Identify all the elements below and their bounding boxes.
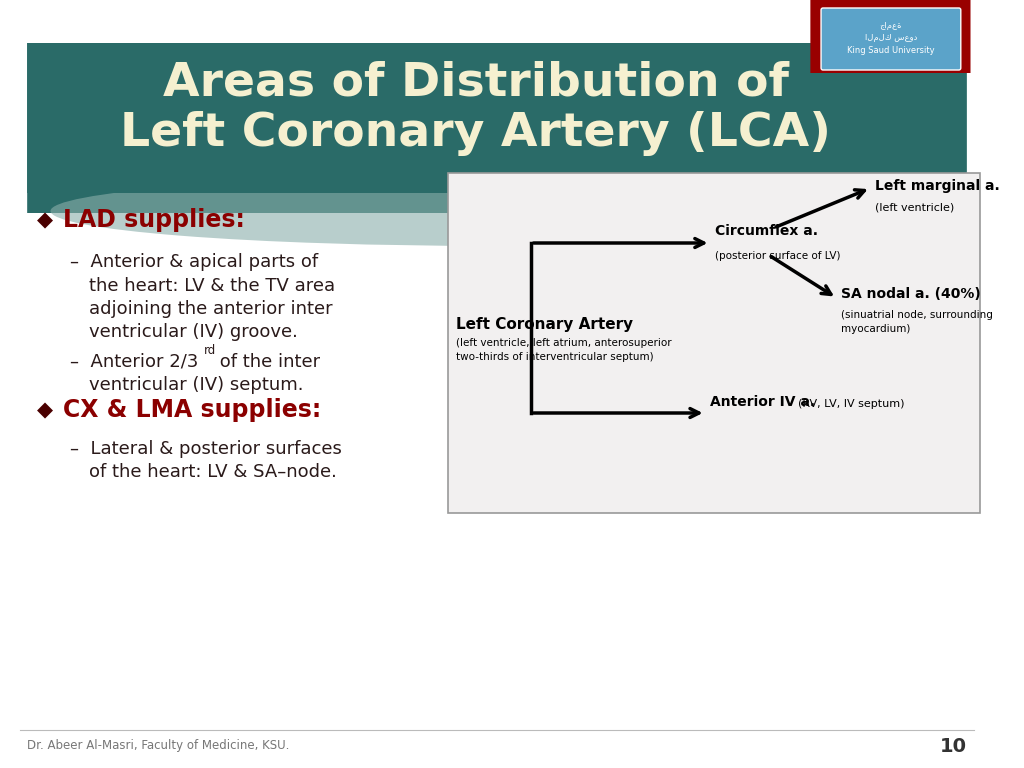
Text: Anterior IV a.: Anterior IV a. <box>711 395 815 409</box>
Text: Dr. Abeer Al-Masri, Faculty of Medicine, KSU.: Dr. Abeer Al-Masri, Faculty of Medicine,… <box>28 740 290 753</box>
Text: LAD supplies:: LAD supplies: <box>63 208 245 232</box>
Text: adjoining the anterior inter: adjoining the anterior inter <box>89 300 333 318</box>
Text: Left marginal a.: Left marginal a. <box>876 179 1000 193</box>
Text: the heart: LV & the TV area: the heart: LV & the TV area <box>89 277 336 295</box>
Text: ◆: ◆ <box>37 400 53 420</box>
Text: (left ventricle, left atrium, anterosuperior: (left ventricle, left atrium, anterosupe… <box>456 338 672 348</box>
Text: of the inter: of the inter <box>214 353 319 371</box>
FancyBboxPatch shape <box>28 43 967 213</box>
Text: (sinuatrial node, surrounding: (sinuatrial node, surrounding <box>842 310 993 320</box>
Text: ◆: ◆ <box>37 210 53 230</box>
Text: –  Lateral & posterior surfaces: – Lateral & posterior surfaces <box>70 440 342 458</box>
Text: Left Coronary Artery (LCA): Left Coronary Artery (LCA) <box>120 111 831 155</box>
FancyBboxPatch shape <box>821 8 961 70</box>
Text: of the heart: LV & SA–node.: of the heart: LV & SA–node. <box>89 463 337 481</box>
Text: ventricular (IV) septum.: ventricular (IV) septum. <box>89 376 304 394</box>
Text: –  Anterior & apical parts of: – Anterior & apical parts of <box>70 253 318 271</box>
Ellipse shape <box>50 176 943 246</box>
Text: 10: 10 <box>940 737 967 756</box>
Text: CX & LMA supplies:: CX & LMA supplies: <box>63 398 322 422</box>
Text: ventricular (IV) groove.: ventricular (IV) groove. <box>89 323 298 341</box>
Text: –  Anterior 2/3: – Anterior 2/3 <box>70 353 199 371</box>
Text: rd: rd <box>204 344 216 357</box>
FancyBboxPatch shape <box>449 173 980 513</box>
FancyBboxPatch shape <box>28 43 967 193</box>
Text: Areas of Distribution of: Areas of Distribution of <box>163 61 788 105</box>
Text: جامعة
الملك سعود
King Saud University: جامعة الملك سعود King Saud University <box>847 21 935 55</box>
Text: Left Coronary Artery: Left Coronary Artery <box>456 317 633 333</box>
Text: two-thirds of interventricular septum): two-thirds of interventricular septum) <box>456 352 653 362</box>
Text: (left ventricle): (left ventricle) <box>876 202 954 212</box>
Text: myocardium): myocardium) <box>842 324 910 334</box>
FancyBboxPatch shape <box>810 0 971 73</box>
Text: (RV, LV, IV septum): (RV, LV, IV septum) <box>798 399 904 409</box>
Text: (posterior surface of LV): (posterior surface of LV) <box>716 251 841 261</box>
Text: SA nodal a. (40%): SA nodal a. (40%) <box>842 287 981 301</box>
Text: Circumflex a.: Circumflex a. <box>716 224 818 238</box>
